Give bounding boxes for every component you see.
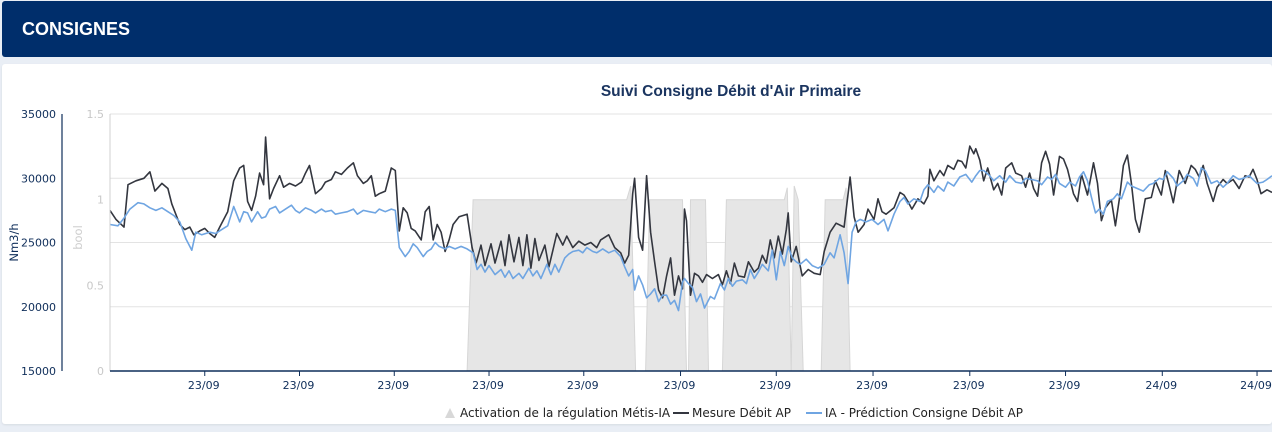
section-header: CONSIGNES [2,1,1272,57]
x-tick-label: 23/09 [759,379,791,392]
y-axis-left-label: Nm3/h [7,223,21,261]
y-tick-label-right: 1.5 [87,108,105,121]
y-axis-right-ticks: 1.5 1 0.5 0 [87,108,105,378]
y-tick-label-left: 20000 [21,301,56,314]
axes [61,114,1272,372]
legend-activation-label[interactable]: Activation de la régulation Métis-IA [460,406,671,420]
x-tick-label: 23/09 [188,379,220,392]
x-tick-label: 24/09 [1145,379,1177,392]
x-axis-ticks: 23/09 23/09 23/09 23/09 23/09 23/09 23/09 23/09… [188,371,1272,392]
y-tick-label-left: 25000 [21,237,56,250]
x-tick-label: 23/09 [472,379,504,392]
series-mesure-line [109,136,1272,299]
activation-area-layer [110,185,1272,372]
legend-activation-icon[interactable] [445,408,455,418]
series-activation-area [110,185,1272,372]
y-tick-label-right: 0.5 [87,279,105,292]
x-tick-label: 23/09 [567,379,599,392]
x-tick-label: 23/09 [664,379,696,392]
chart-title: Suivi Consigne Débit d'Air Primaire [601,83,862,100]
x-tick-label: 23/09 [953,379,985,392]
x-tick-label: 24/09 [1240,379,1272,392]
y-tick-label-right: 1 [97,194,104,207]
legend-mesure-label[interactable]: Mesure Débit AP [692,406,791,420]
legend-prediction-label[interactable]: IA - Prédiction Consigne Débit AP [825,406,1023,420]
series-prediction-line [109,167,1272,312]
x-tick-label: 23/09 [377,379,409,392]
y-tick-label-left: 30000 [21,172,56,185]
x-tick-label: 23/09 [1049,379,1081,392]
chart-svg: Suivi Consigne Débit d'Air Primaire 3500… [7,83,1272,420]
chart-card: Suivi Consigne Débit d'Air Primaire 3500… [2,64,1272,424]
section-title: CONSIGNES [22,19,131,39]
y-tick-label-left: 15000 [21,365,56,378]
y-tick-label-left: 35000 [21,108,56,121]
series-lines-layer [109,136,1272,312]
legend: Activation de la régulation Métis-IA Mesu… [445,406,1023,420]
y-axis-right-label: bool [71,225,85,250]
y-tick-label-right: 0 [97,365,104,378]
x-tick-label: 23/09 [856,379,888,392]
x-tick-label: 23/09 [283,379,315,392]
y-axis-left-ticks: 35000 30000 25000 20000 15000 [21,108,56,378]
